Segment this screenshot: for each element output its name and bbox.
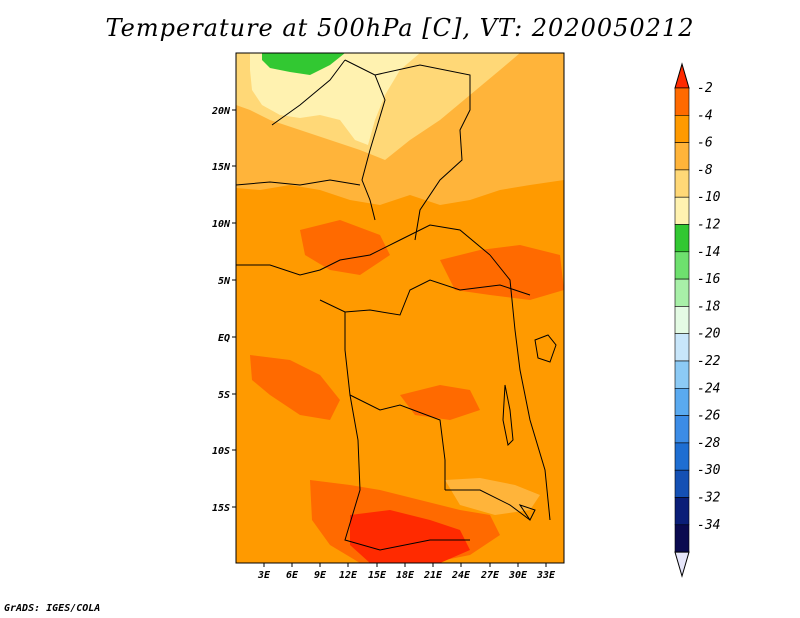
colorbar-label: -6	[697, 136, 713, 151]
lat-tick-label: 5S	[218, 390, 230, 401]
colorbar-label: -24	[697, 381, 720, 396]
grads-credit: GrADS: IGES/COLA	[4, 603, 101, 614]
colorbar-segment	[674, 306, 690, 334]
lon-tick-label: 9E	[314, 570, 327, 581]
map-plot-area	[236, 53, 564, 563]
lat-tick-marks	[232, 109, 236, 508]
colorbar-segment	[674, 278, 690, 307]
colorbar-segment	[674, 169, 690, 198]
colorbar-label: -16	[697, 272, 721, 287]
lon-tick-label: 33E	[536, 570, 556, 581]
colorbar-below-triangle	[674, 551, 690, 578]
lon-tick-label: 18E	[396, 570, 415, 581]
lon-tick-label: 3E	[257, 570, 271, 581]
colorbar-label: -34	[697, 518, 720, 533]
contour-minus-10	[250, 53, 420, 145]
lat-tick-label: 15N	[212, 162, 231, 173]
colorbar-label: -28	[697, 436, 721, 451]
colorbar-segment	[674, 142, 690, 171]
contour-minus-4-center	[400, 385, 480, 420]
colorbar-segment	[674, 387, 690, 416]
country-borders	[236, 59, 551, 551]
lakes	[502, 334, 557, 521]
colorbar-segment	[674, 87, 690, 116]
lon-tick-label: 21E	[423, 570, 443, 581]
colorbar-above-triangle	[674, 62, 690, 89]
colorbar-label: -12	[697, 218, 721, 233]
map-frame	[235, 52, 565, 564]
contour-minus-4-east	[440, 245, 564, 300]
colorbar-segment	[674, 524, 690, 553]
colorbar-label: -14	[697, 245, 720, 260]
lon-tick-label: 6E	[286, 570, 299, 581]
contour-minus-4-coast	[250, 355, 340, 420]
colorbar-label: -22	[697, 354, 721, 369]
lat-tick-label: EQ	[218, 333, 230, 344]
colorbar-segment	[674, 469, 690, 498]
lon-tick-label: 30E	[508, 570, 528, 581]
colorbar-segment	[674, 115, 690, 143]
colorbar-label: -20	[697, 327, 721, 342]
colorbar-label: -4	[697, 108, 713, 123]
colorbar-label: -8	[697, 163, 713, 178]
lat-tick-label: 10S	[212, 446, 230, 457]
lat-tick-label: 5N	[218, 276, 231, 287]
lat-tick-label: 10N	[212, 219, 231, 230]
lon-tick-label: 27E	[480, 570, 500, 581]
colorbar-label: -18	[697, 299, 721, 314]
colorbar-label: -2	[697, 81, 713, 96]
colorbar-label: -32	[697, 491, 721, 506]
colorbar-segment	[674, 415, 690, 444]
contour-minus-4-west	[300, 220, 390, 275]
lat-tick-label: 20N	[211, 106, 231, 117]
colorbar-segment	[674, 333, 690, 362]
lon-tick-label: 15E	[368, 570, 387, 581]
colorbar-segment	[674, 360, 690, 389]
lon-tick-marks	[263, 563, 547, 567]
colorbar-label: -26	[697, 409, 721, 424]
colorbar-segment	[674, 196, 690, 225]
lat-tick-label: 15S	[212, 503, 230, 514]
colorbar-segment	[674, 224, 690, 253]
colorbar-segment	[674, 442, 690, 471]
colorbar-segment	[674, 251, 690, 280]
colorbar: -2 -4 -6 -8 -10 -12 -14 -16 -18 -20 -22 -24 -26 -28 -3…	[674, 62, 721, 578]
lon-tick-label: 12E	[339, 570, 358, 581]
colorbar-label: -30	[697, 463, 721, 478]
lon-tick-label: 24E	[451, 570, 471, 581]
map-title: Temperature at 500hPa [C], VT: 202005021…	[105, 14, 695, 42]
colorbar-label: -10	[697, 190, 721, 205]
contour-minus-12	[262, 53, 345, 75]
colorbar-segment	[674, 497, 690, 526]
